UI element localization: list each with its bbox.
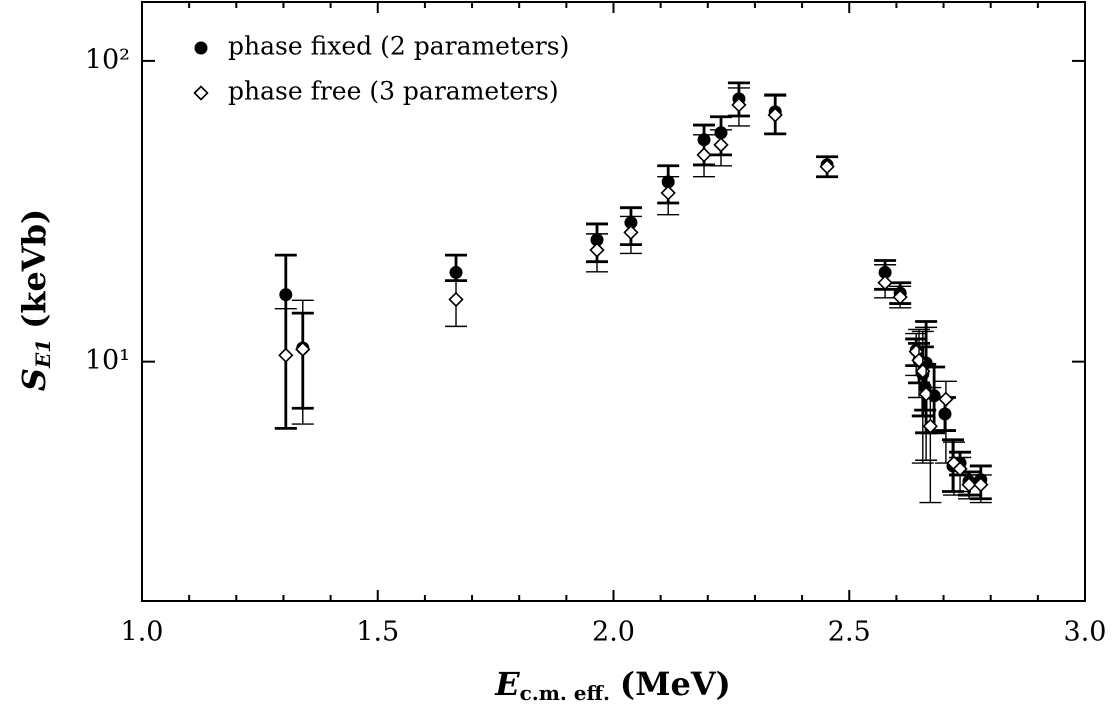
x-label-subscript: c.m. eff.: [520, 681, 610, 705]
point: [767, 107, 783, 123]
point: [877, 275, 893, 291]
point: [922, 418, 938, 434]
point: [623, 224, 639, 241]
point: [589, 242, 605, 258]
x-tick-label: 1.0: [121, 617, 164, 648]
x-label-unit: (MeV): [620, 665, 731, 703]
y-tick-label: 10²: [85, 44, 130, 75]
legend-marker: [193, 85, 209, 101]
point: [696, 147, 712, 163]
point: [819, 159, 835, 175]
point: [731, 97, 747, 113]
error-bar: [919, 386, 942, 504]
y-axis-label: SE1 (keVb): [15, 209, 55, 391]
point: [448, 291, 464, 308]
legend-marker: [194, 41, 208, 55]
error-bar: [291, 299, 314, 425]
legend-label: phase free (3 parameters): [228, 77, 559, 106]
legend-label: phase fixed (2 parameters): [228, 32, 569, 61]
y-label-symbol: S: [15, 368, 53, 391]
point: [952, 461, 968, 477]
x-tick-label: 2.5: [828, 617, 871, 648]
point: [892, 289, 908, 305]
point: [279, 288, 293, 302]
y-tick-label: 10¹: [85, 345, 130, 376]
point: [938, 407, 952, 421]
point: [938, 391, 954, 407]
point: [973, 477, 989, 493]
point: [449, 265, 463, 279]
x-tick-label: 2.0: [592, 617, 635, 648]
x-axis-label: Ec.m. eff. (MeV): [494, 665, 731, 705]
point: [918, 386, 934, 402]
x-tick-label: 1.5: [356, 617, 399, 648]
y-label-unit: (keVb): [15, 209, 53, 329]
x-label-symbol: E: [494, 665, 520, 703]
point: [278, 347, 294, 363]
error-bar: [274, 307, 297, 430]
point: [713, 137, 729, 153]
point: [295, 341, 311, 357]
y-label-subscript: E1: [31, 339, 55, 369]
x-tick-label: 3.0: [1064, 617, 1107, 648]
point: [660, 185, 676, 201]
